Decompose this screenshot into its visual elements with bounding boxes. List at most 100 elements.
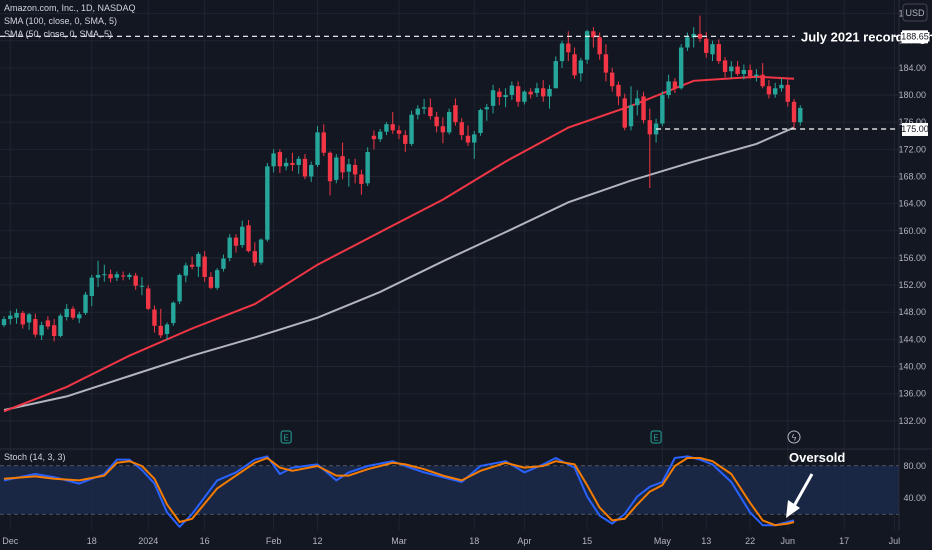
candle <box>133 272 138 290</box>
candle <box>465 125 471 146</box>
candle-body <box>283 162 289 167</box>
candle <box>265 162 270 242</box>
candle <box>114 271 120 282</box>
candle-body <box>233 237 239 246</box>
candle-body <box>660 95 665 124</box>
candle <box>258 238 264 265</box>
candle <box>102 264 107 282</box>
candle <box>252 242 257 267</box>
candle <box>227 234 232 262</box>
currency-label: USD <box>905 8 925 18</box>
x-tick-label: Jun <box>780 536 795 546</box>
earnings-icon[interactable]: E <box>650 430 662 444</box>
stoch-k-line <box>3 455 795 528</box>
candle-body <box>591 31 596 38</box>
candle-body <box>265 166 270 240</box>
candle-body <box>428 107 433 117</box>
candle-body <box>108 274 113 279</box>
y-tick-label: 156.00 <box>898 253 926 263</box>
candle-body <box>133 275 138 286</box>
candle <box>697 15 703 43</box>
candle <box>453 98 458 126</box>
candle <box>384 122 389 136</box>
candle <box>685 32 690 51</box>
candle-body <box>315 132 320 165</box>
candle <box>798 105 803 126</box>
candle <box>58 313 63 338</box>
candle-body <box>628 105 634 127</box>
candle-body <box>421 107 427 109</box>
candle-body <box>635 98 640 106</box>
candle <box>77 311 82 324</box>
candle-body <box>127 274 132 277</box>
candle-body <box>102 274 107 276</box>
candle-body <box>403 135 408 144</box>
candle <box>484 103 489 121</box>
candle-body <box>365 152 370 184</box>
candle <box>578 57 584 82</box>
candle-body <box>446 112 452 133</box>
candle-body <box>415 108 421 115</box>
candle <box>421 99 427 115</box>
candle <box>365 147 370 186</box>
candle <box>26 312 32 330</box>
candle <box>39 321 44 341</box>
candle <box>359 169 364 195</box>
candle <box>472 131 477 159</box>
earnings-icon[interactable]: E <box>280 430 292 444</box>
candle-body <box>346 164 352 172</box>
candle <box>672 78 678 93</box>
svg-text:175.00: 175.00 <box>901 124 929 134</box>
candle <box>754 69 759 82</box>
symbol-title: Amazon.com, Inc., 1D, NASDAQ <box>4 3 136 13</box>
candle <box>189 256 195 270</box>
candle-body <box>164 324 170 334</box>
x-tick-label: 15 <box>582 536 592 546</box>
candle <box>446 108 452 135</box>
candle-body <box>566 43 571 53</box>
candle-body <box>378 131 383 140</box>
candle <box>158 308 163 339</box>
candle-body <box>120 275 126 277</box>
candle <box>678 44 684 90</box>
x-tick-label: Dec <box>2 536 19 546</box>
candle-body <box>64 308 69 317</box>
candle-body <box>33 319 38 335</box>
candle <box>503 88 508 108</box>
dividend-icon[interactable]: ϟ <box>787 430 801 444</box>
candle <box>509 81 515 100</box>
sma100-legend: SMA (100, close, 0, SMA, 5) <box>4 16 117 26</box>
currency-button[interactable]: USD <box>902 3 928 22</box>
candle <box>45 316 51 330</box>
candle-body <box>390 124 395 131</box>
x-tick-label: 12 <box>312 536 322 546</box>
candle-body <box>716 44 721 62</box>
y-tick-label: 140.00 <box>898 362 926 372</box>
candle-body <box>472 134 477 143</box>
oversold-annotation: Oversold <box>789 450 845 465</box>
candle <box>459 118 464 140</box>
candle <box>541 80 546 102</box>
candle-body <box>503 95 508 98</box>
candle <box>729 61 734 79</box>
candle-body <box>678 47 684 89</box>
candle-body <box>70 308 76 318</box>
sma100-line <box>3 126 795 411</box>
candle <box>89 274 94 307</box>
candle <box>51 319 57 342</box>
candle <box>616 81 621 106</box>
x-tick-label: 16 <box>200 536 210 546</box>
candle-body <box>58 315 63 336</box>
candle <box>20 310 26 329</box>
candle <box>660 90 665 127</box>
candle-body <box>572 54 577 76</box>
oversold-arrow <box>786 473 814 518</box>
candle-body <box>51 325 57 336</box>
svg-text:188.65: 188.65 <box>901 31 929 41</box>
candle-body <box>89 277 94 296</box>
candle-body <box>396 130 402 134</box>
candle <box>108 269 113 283</box>
candle-body <box>409 114 414 144</box>
